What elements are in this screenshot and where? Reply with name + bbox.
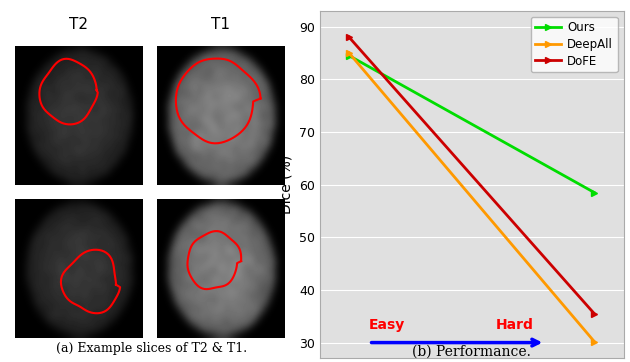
- Text: T2: T2: [69, 17, 88, 32]
- Text: (a) Example slices of T2 & T1.: (a) Example slices of T2 & T1.: [55, 342, 247, 355]
- Y-axis label: Dice (%): Dice (%): [279, 155, 293, 214]
- Text: (b) Performance.: (b) Performance.: [412, 344, 531, 358]
- Text: T1: T1: [211, 17, 230, 32]
- Legend: Ours, DeepAll, DoFE: Ours, DeepAll, DoFE: [530, 17, 618, 72]
- Text: Hard: Hard: [496, 318, 534, 332]
- Text: Easy: Easy: [369, 318, 405, 332]
